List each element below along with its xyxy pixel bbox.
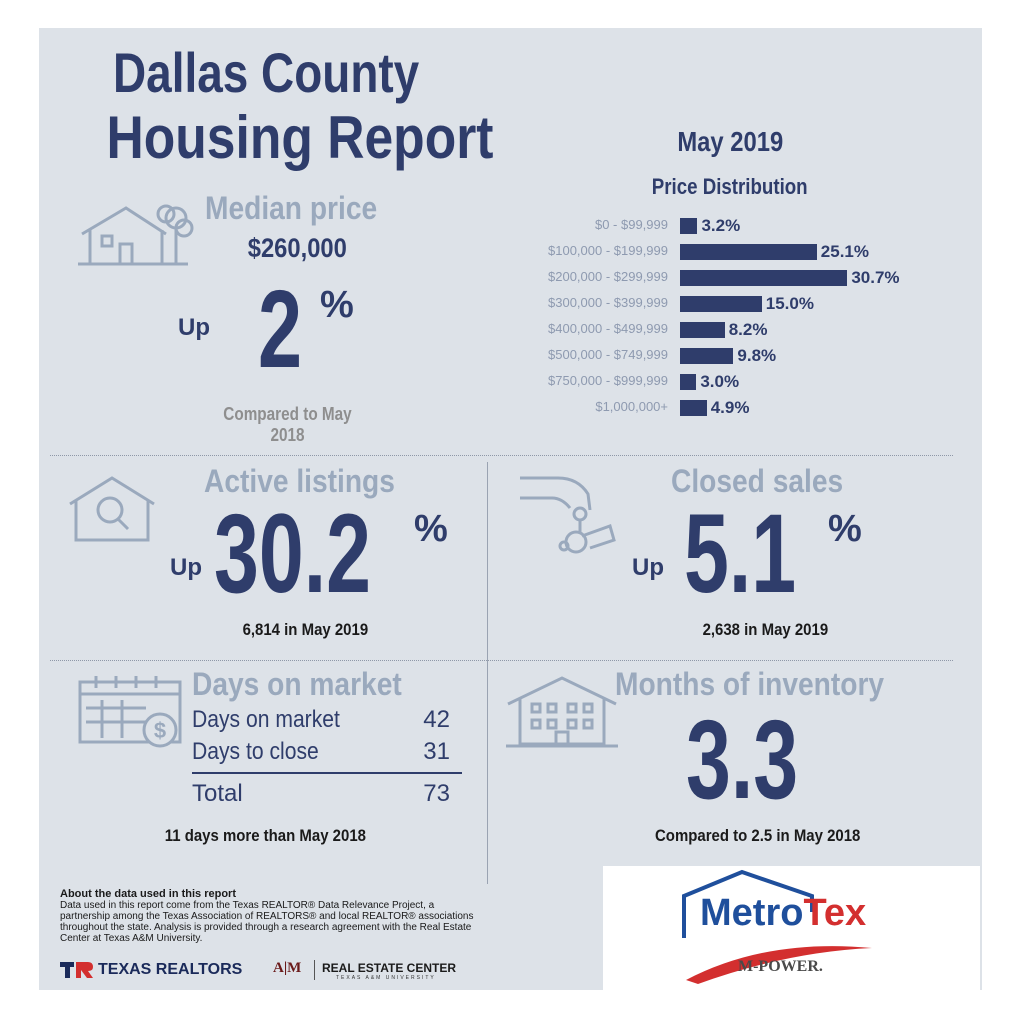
metrotex-wordmark: MetroTex — [700, 892, 866, 935]
median-direction: Up — [178, 314, 210, 341]
dom-row-1-label: Days on market — [192, 706, 340, 733]
bar — [680, 296, 762, 312]
active-percent: % — [414, 508, 448, 550]
about-title: About the data used in this report — [60, 888, 237, 900]
bar-label: $400,000 - $499,999 — [548, 321, 668, 336]
texas-realtors-mark-icon — [60, 962, 93, 978]
bar-label: $300,000 - $399,999 — [548, 295, 668, 310]
closed-heading: Closed sales — [671, 463, 844, 499]
about-text: Data used in this report come from the T… — [60, 900, 474, 944]
bar — [680, 374, 697, 390]
texas-realtors-text: TEXAS REALTORS — [98, 961, 243, 978]
median-percent: % — [320, 284, 354, 326]
divider-top — [50, 455, 953, 456]
median-price: $260,000 — [247, 233, 348, 263]
texas-realtors-logo: TEXAS REALTORS — [60, 960, 242, 980]
closed-percent: % — [828, 508, 862, 550]
svg-text:$: $ — [154, 718, 166, 743]
bar — [680, 270, 848, 286]
house-tree-icon — [78, 204, 194, 266]
building-icon — [506, 676, 618, 748]
inventory-comparison: Compared to 2.5 in May 2018 — [655, 826, 861, 845]
bar-value-label: 9.8% — [737, 346, 777, 365]
bar-label: $200,000 - $299,999 — [548, 269, 668, 284]
bar — [680, 322, 725, 338]
dom-total-rule — [192, 772, 462, 774]
dom-row-2-label: Days to close — [192, 738, 319, 765]
dom-heading: Days on market — [192, 666, 402, 702]
bar-value-label: 8.2% — [728, 320, 768, 339]
logo-separator — [314, 960, 315, 980]
bar-label: $750,000 - $999,999 — [548, 373, 668, 388]
bar-value-label: 15.0% — [765, 294, 814, 313]
median-change: 2 — [258, 268, 303, 391]
bar — [680, 348, 734, 364]
bar — [680, 244, 817, 260]
active-change: 30.2 — [214, 491, 371, 616]
real-estate-center-sub: TEXAS A&M UNIVERSITY — [336, 975, 436, 981]
bar-label: $0 - $99,999 — [594, 217, 668, 232]
dom-row-1-value: 42 — [423, 706, 450, 733]
chart-title: Price Distribution — [652, 174, 808, 199]
active-direction: Up — [170, 554, 202, 581]
title-line-1: Dallas County — [113, 41, 420, 104]
closed-direction: Up — [632, 554, 664, 581]
real-estate-center-logo: REAL ESTATE CENTER — [322, 961, 457, 975]
median-heading: Median price — [205, 190, 378, 226]
bar-value-label: 4.9% — [710, 398, 750, 417]
dom-total-value: 73 — [423, 780, 450, 807]
dom-comparison: 11 days more than May 2018 — [164, 826, 366, 845]
bar — [680, 218, 698, 234]
divider-vertical — [487, 462, 488, 884]
bar-value-label: 3.0% — [700, 372, 740, 391]
inventory-value: 3.3 — [686, 697, 799, 822]
bar-label: $500,000 - $749,999 — [548, 347, 668, 362]
metrotex-roof-icon — [682, 869, 872, 984]
bar-label: $1,000,000+ — [595, 399, 668, 414]
report-card — [39, 28, 982, 990]
divider-middle — [50, 660, 953, 661]
inventory-heading: Months of inventory — [615, 666, 885, 702]
median-comparison: Compared to May 2018 — [223, 404, 352, 445]
house-magnifier-icon — [69, 476, 155, 542]
bar-value-label: 3.2% — [701, 216, 741, 235]
dom-row-2-value: 31 — [423, 738, 450, 765]
title-line-2: Housing Report — [106, 104, 494, 171]
active-heading: Active listings — [204, 463, 395, 499]
closed-change: 5.1 — [684, 491, 797, 616]
closed-detail: 2,638 in May 2019 — [702, 620, 828, 639]
bar — [680, 400, 707, 416]
metrotex-metro: Metro — [700, 892, 804, 934]
metrotex-tex: Tex — [803, 892, 867, 934]
bar-value-label: 30.7% — [851, 268, 900, 287]
bar-value-label: 25.1% — [820, 242, 869, 261]
bar-label: $100,000 - $199,999 — [548, 243, 668, 258]
atm-logo: A|M — [273, 960, 302, 976]
dom-total-label: Total — [192, 780, 243, 807]
hand-keys-icon — [520, 476, 616, 554]
report-date: May 2019 — [677, 126, 783, 157]
metrotex-mpower: M-POWER. — [738, 958, 823, 975]
metrotex-logo-bg — [603, 866, 980, 990]
active-detail: 6,814 in May 2019 — [242, 620, 368, 639]
calendar-dollar-icon: $ — [78, 676, 182, 748]
